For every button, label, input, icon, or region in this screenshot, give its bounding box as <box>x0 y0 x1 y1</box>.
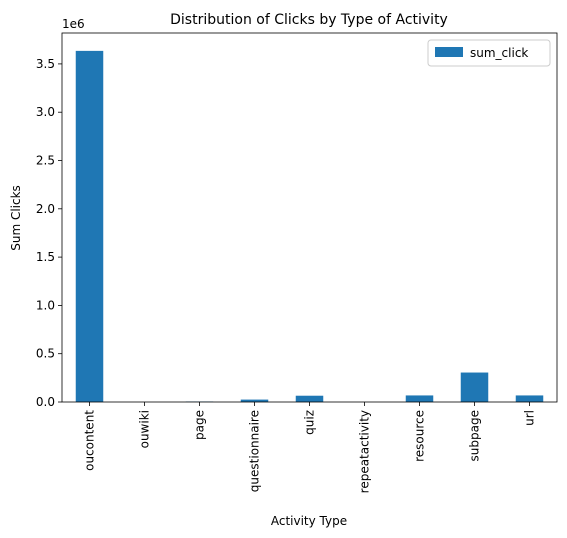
legend-swatch <box>435 47 463 57</box>
x-tick-label: subpage <box>468 410 482 461</box>
bars <box>76 51 544 402</box>
bar-resource <box>406 395 434 402</box>
bar-oucontent <box>76 51 104 402</box>
y-axis-label: Sum Clicks <box>9 185 23 251</box>
x-axis-label: Activity Type <box>271 514 347 528</box>
y-tick-label: 2.0 <box>36 202 55 216</box>
x-tick-label: resource <box>413 410 427 462</box>
x-tick-label: ouwiki <box>138 410 152 448</box>
y-offset-label: 1e6 <box>62 17 85 31</box>
y-axis-ticks: 0.0 0.5 1.0 1.5 2.0 2.5 3.0 3.5 <box>36 57 62 409</box>
chart-title: Distribution of Clicks by Type of Activi… <box>170 12 448 28</box>
x-tick-label: page <box>193 410 207 440</box>
bar-quiz <box>296 396 324 402</box>
y-tick-label: 2.5 <box>36 154 55 168</box>
x-tick-label: oucontent <box>83 410 97 471</box>
y-tick-label: 0.5 <box>36 347 55 361</box>
bar-subpage <box>461 373 489 402</box>
y-tick-label: 3.0 <box>36 105 55 119</box>
y-tick-label: 0.0 <box>36 395 55 409</box>
y-tick-label: 1.0 <box>36 298 55 312</box>
y-tick-label: 1.5 <box>36 250 55 264</box>
x-tick-label: url <box>523 410 537 426</box>
y-tick-label: 3.5 <box>36 57 55 71</box>
legend: sum_click <box>428 40 550 66</box>
x-axis-ticks: oucontent ouwiki page questionnaire quiz repe… <box>83 402 537 493</box>
bar-url <box>516 395 544 402</box>
plot-frame <box>62 33 557 402</box>
x-tick-label: repeatactivity <box>358 410 372 493</box>
x-tick-label: quiz <box>303 410 317 435</box>
x-tick-label: questionnaire <box>248 410 262 492</box>
legend-label: sum_click <box>470 46 528 60</box>
